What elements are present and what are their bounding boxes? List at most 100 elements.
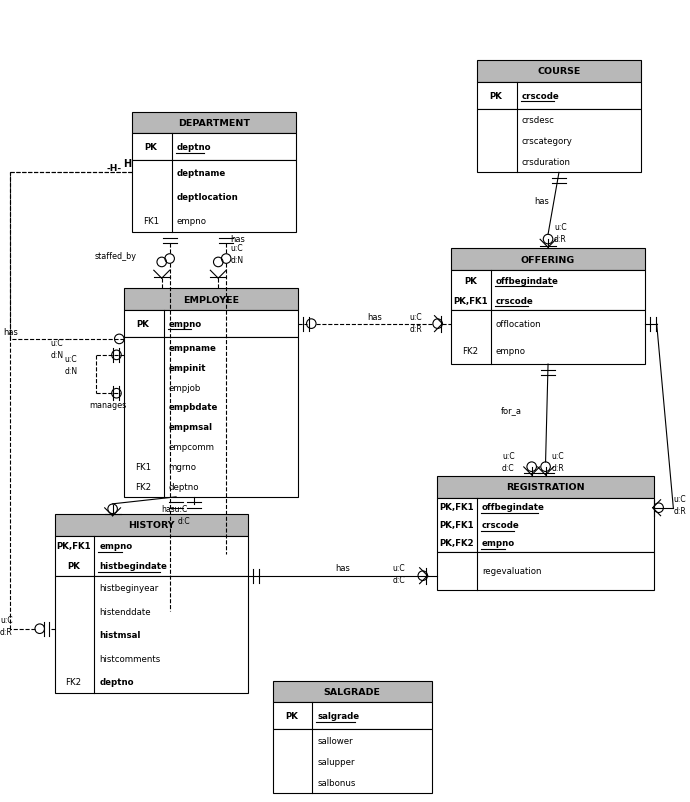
Text: d:N: d:N: [65, 367, 78, 376]
Text: FK2: FK2: [66, 678, 81, 687]
Text: has: has: [335, 564, 350, 573]
Text: crsdesc: crsdesc: [522, 115, 555, 124]
Bar: [132, 161, 295, 233]
Text: empcomm: empcomm: [168, 443, 215, 452]
Text: u:C: u:C: [502, 452, 515, 461]
Bar: [477, 109, 641, 173]
Bar: [124, 289, 297, 310]
Text: PK: PK: [490, 91, 502, 100]
Bar: [477, 60, 641, 83]
Text: histbegindate: histbegindate: [99, 561, 167, 570]
Text: d:R: d:R: [554, 234, 566, 244]
Text: empno: empno: [168, 320, 202, 329]
Text: d:R: d:R: [551, 464, 564, 473]
Text: u:C: u:C: [50, 339, 63, 348]
Text: PK: PK: [464, 277, 477, 286]
Bar: [132, 134, 295, 161]
Text: d:N: d:N: [50, 351, 63, 360]
Text: deptname: deptname: [177, 168, 226, 178]
Text: salbonus: salbonus: [317, 778, 356, 788]
Text: -H-: -H-: [106, 164, 121, 173]
Text: regevaluation: regevaluation: [482, 566, 542, 576]
Text: histenddate: histenddate: [99, 607, 151, 616]
Text: d:R: d:R: [0, 627, 13, 637]
Text: d:N: d:N: [230, 255, 244, 265]
Text: mgrno: mgrno: [168, 463, 197, 472]
Text: empinit: empinit: [168, 363, 206, 372]
Bar: [451, 249, 644, 271]
Text: u:C: u:C: [554, 222, 566, 232]
Text: staffed_by: staffed_by: [94, 252, 136, 261]
Text: salupper: salupper: [317, 757, 355, 766]
Text: crsduration: crsduration: [522, 158, 571, 167]
Text: PK: PK: [137, 320, 150, 329]
Text: histmsal: histmsal: [99, 630, 141, 639]
Bar: [55, 576, 248, 694]
Text: histcomments: histcomments: [99, 654, 161, 662]
Text: FK2: FK2: [135, 483, 151, 492]
Bar: [55, 536, 248, 576]
Text: empname: empname: [168, 343, 217, 352]
Text: d:C: d:C: [178, 516, 190, 525]
Text: crscategory: crscategory: [522, 137, 573, 146]
Text: sallower: sallower: [317, 735, 353, 744]
Text: empjob: empjob: [168, 383, 201, 392]
Text: has: has: [367, 313, 382, 322]
Bar: [437, 476, 653, 498]
Text: u:C: u:C: [551, 452, 564, 461]
Text: PK: PK: [67, 561, 80, 570]
Text: histbeginyear: histbeginyear: [99, 583, 159, 592]
Text: FK2: FK2: [462, 346, 478, 355]
Text: crscode: crscode: [522, 91, 560, 100]
Text: COURSE: COURSE: [538, 67, 581, 76]
Text: empno: empno: [496, 346, 526, 355]
Text: FK1: FK1: [135, 463, 151, 472]
Text: d:R: d:R: [673, 507, 687, 516]
Text: offbegindate: offbegindate: [496, 277, 559, 286]
Text: EMPLOYEE: EMPLOYEE: [183, 295, 239, 304]
Text: d:C: d:C: [393, 576, 406, 585]
Text: PK,FK1: PK,FK1: [57, 541, 91, 550]
Text: empno: empno: [99, 541, 132, 550]
Text: H: H: [123, 160, 131, 169]
Text: d:C: d:C: [502, 464, 515, 473]
Text: OFFERING: OFFERING: [521, 255, 575, 265]
Text: PK,FK1: PK,FK1: [440, 503, 474, 512]
Text: deptno: deptno: [99, 678, 134, 687]
Text: crscode: crscode: [496, 296, 534, 306]
Bar: [451, 310, 644, 365]
Bar: [437, 552, 653, 590]
Bar: [437, 498, 653, 552]
Text: SALGRADE: SALGRADE: [324, 687, 381, 696]
Text: for_a: for_a: [500, 406, 522, 415]
Text: u:C: u:C: [230, 244, 243, 253]
Text: crscode: crscode: [482, 520, 520, 529]
Bar: [124, 338, 297, 497]
Text: has: has: [3, 328, 18, 337]
Bar: [124, 310, 297, 338]
Text: deptno: deptno: [177, 144, 211, 152]
Bar: [451, 271, 644, 310]
Bar: [273, 681, 431, 703]
Bar: [273, 730, 431, 793]
Text: empno: empno: [177, 217, 206, 225]
Text: PK: PK: [286, 711, 298, 720]
Text: has: has: [230, 234, 245, 244]
Text: REGISTRATION: REGISTRATION: [506, 483, 585, 492]
Bar: [273, 703, 431, 730]
Text: empbdate: empbdate: [168, 403, 218, 412]
Text: empno: empno: [482, 539, 515, 548]
Text: u:C: u:C: [65, 355, 77, 364]
Bar: [55, 514, 248, 536]
Text: PK,FK1: PK,FK1: [453, 296, 488, 306]
Text: hasu:C: hasu:C: [161, 504, 188, 513]
Text: has: has: [534, 196, 549, 205]
Text: deptno: deptno: [168, 483, 199, 492]
Text: HISTORY: HISTORY: [128, 520, 175, 529]
Bar: [132, 112, 295, 134]
Text: u:C: u:C: [410, 313, 422, 322]
Text: salgrade: salgrade: [317, 711, 359, 720]
Text: DEPARTMENT: DEPARTMENT: [178, 119, 250, 128]
Text: manages: manages: [89, 400, 126, 409]
Text: PK,FK1: PK,FK1: [440, 520, 474, 529]
